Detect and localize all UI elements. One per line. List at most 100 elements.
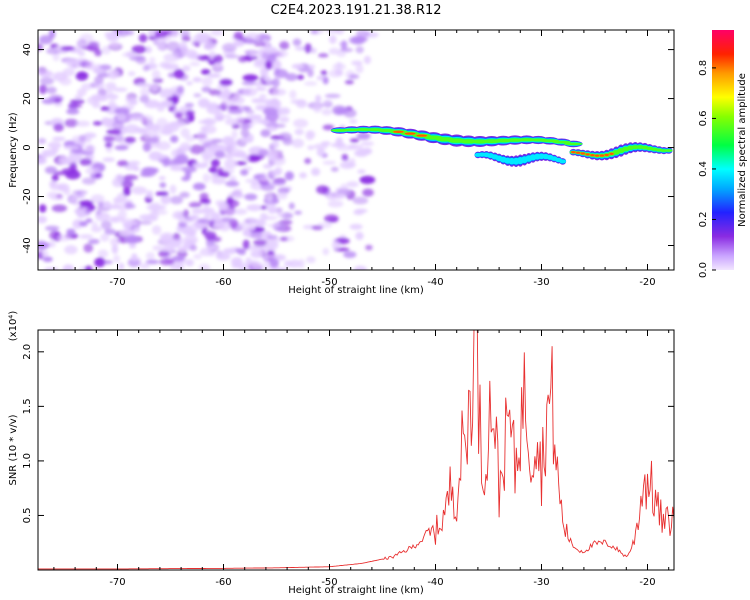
- noise-blob: [240, 169, 249, 176]
- noise-blob: [48, 240, 56, 248]
- noise-blob: [315, 94, 322, 103]
- noise-blob: [63, 187, 71, 196]
- noise-blob: [108, 204, 122, 210]
- noise-blob: [189, 144, 205, 155]
- noise-blob: [119, 229, 136, 237]
- noise-blob: [195, 223, 206, 230]
- noise-blob: [264, 254, 279, 259]
- noise-blob: [278, 116, 290, 123]
- noise-blob: [93, 81, 105, 89]
- noise-blob: [237, 249, 246, 256]
- noise-blob: [172, 232, 181, 241]
- noise-blob: [61, 167, 78, 175]
- noise-blob: [176, 85, 185, 94]
- noise-blob: [124, 30, 135, 36]
- spectrogram-panel: -70 -60 -50 -40 -30 -20 -40 -20 0 20 40 Height of…: [8, 29, 675, 296]
- noise-blob: [112, 120, 125, 130]
- noise-blob: [178, 41, 188, 52]
- noise-blob: [162, 245, 175, 252]
- noise-blob: [69, 197, 77, 202]
- noise-blob: [186, 81, 193, 86]
- noise-blob: [156, 141, 171, 151]
- noise-blob: [359, 175, 376, 185]
- noise-blob: [38, 215, 48, 224]
- noise-blob: [219, 171, 230, 178]
- noise-blob: [113, 87, 128, 92]
- noise-blob: [311, 225, 324, 231]
- x-tick-label: -50: [321, 577, 337, 588]
- noise-blob: [246, 204, 262, 212]
- noise-blob: [349, 119, 358, 124]
- noise-blob: [260, 129, 271, 138]
- noise-blob: [185, 259, 194, 267]
- noise-blob: [199, 247, 213, 257]
- streak-contour: [571, 151, 576, 154]
- noise-blob: [224, 54, 240, 59]
- noise-blob: [95, 257, 105, 267]
- noise-blob: [60, 46, 75, 51]
- streak-contour: [575, 151, 581, 154]
- noise-blob: [232, 40, 245, 47]
- noise-blob: [343, 251, 357, 259]
- noise-blob: [305, 256, 316, 264]
- noise-blob: [151, 225, 162, 235]
- noise-blob: [324, 214, 339, 223]
- noise-blob: [322, 160, 337, 165]
- noise-blob: [248, 51, 257, 58]
- snr-y-axis-label: SNR (10 * v/v): [8, 414, 19, 485]
- noise-blob: [308, 64, 315, 70]
- streak-contour: [594, 154, 600, 157]
- noise-blob: [145, 252, 155, 260]
- noise-blob: [329, 35, 337, 44]
- noise-blob: [234, 208, 248, 215]
- noise-blob: [307, 145, 315, 151]
- noise-blob: [216, 104, 228, 109]
- noise-blob: [239, 263, 250, 270]
- noise-blob: [74, 94, 83, 100]
- noise-blob: [316, 147, 326, 157]
- noise-blob: [131, 186, 147, 195]
- noise-blob: [255, 220, 267, 227]
- noise-blob: [116, 113, 127, 122]
- colorbar-tick-label: 0.4: [698, 161, 709, 177]
- noise-blob: [63, 266, 72, 270]
- noise-blob: [192, 162, 209, 169]
- noise-blob: [140, 87, 150, 97]
- noise-blob: [255, 86, 267, 91]
- noise-blob: [102, 201, 112, 209]
- noise-blob: [52, 136, 66, 142]
- noise-blob: [151, 69, 161, 80]
- y-tick-label: 1.0: [22, 453, 33, 469]
- figure-title: C2E4.2023.191.21.38.R12: [270, 3, 441, 18]
- noise-blob: [264, 46, 278, 55]
- noise-blob: [152, 245, 164, 251]
- noise-blob: [271, 88, 287, 96]
- noise-blob: [311, 167, 321, 176]
- noise-blob: [76, 120, 91, 127]
- x-tick-label: -60: [215, 577, 231, 588]
- noise-blob: [92, 121, 103, 126]
- noise-blob: [81, 83, 92, 91]
- noise-blob: [224, 118, 239, 126]
- noise-blob: [83, 132, 97, 139]
- noise-blob: [75, 71, 89, 81]
- noise-blob: [79, 158, 92, 166]
- noise-blob: [181, 49, 198, 57]
- noise-blob: [188, 201, 202, 208]
- noise-blob: [125, 234, 139, 245]
- noise-blob: [64, 118, 79, 128]
- noise-blob: [76, 210, 87, 219]
- noise-blob: [292, 38, 302, 47]
- noise-blob: [267, 234, 278, 240]
- noise-blob: [124, 136, 136, 144]
- noise-blob: [330, 166, 339, 172]
- noise-blob: [76, 88, 87, 96]
- noise-blob: [103, 119, 114, 125]
- x-tick-label: -20: [639, 277, 655, 288]
- noise-blob: [279, 107, 291, 115]
- noise-blob: [201, 86, 212, 93]
- noise-blob: [223, 114, 232, 119]
- noise-blob: [125, 51, 136, 58]
- noise-blob: [53, 123, 64, 132]
- noise-blob: [355, 30, 370, 37]
